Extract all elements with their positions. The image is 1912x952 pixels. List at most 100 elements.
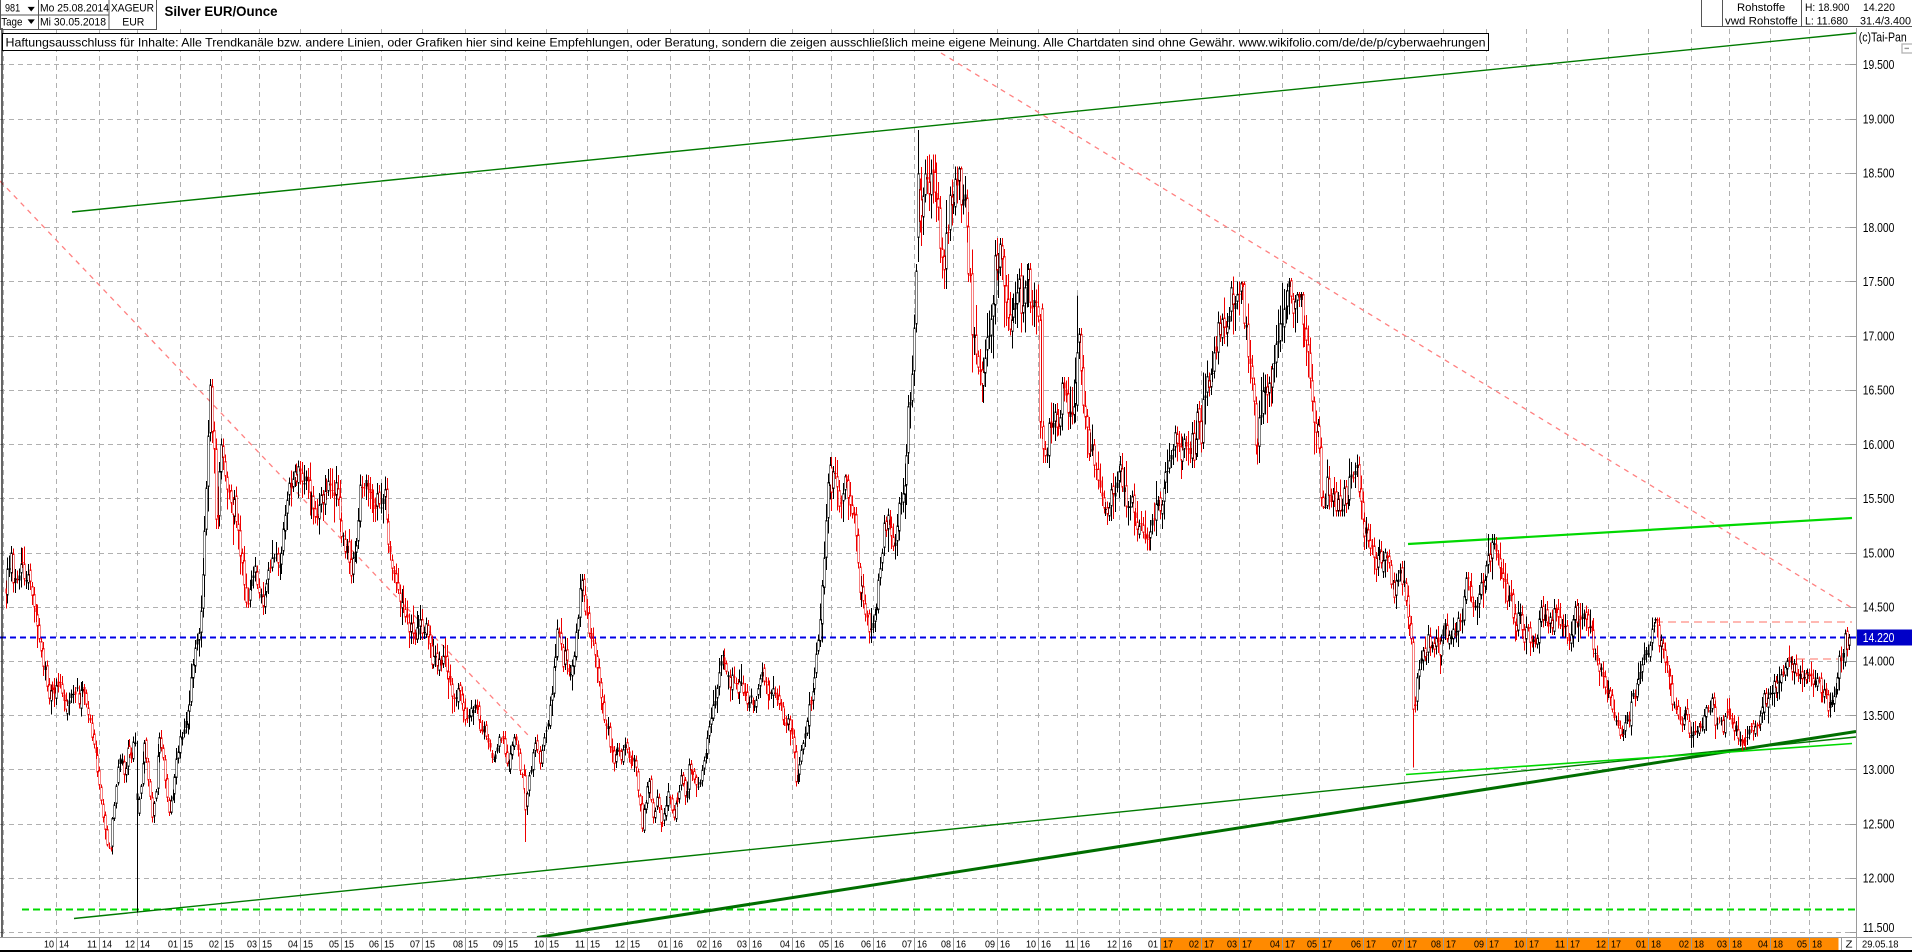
svg-text:15: 15 (303, 939, 313, 951)
svg-text:18: 18 (1694, 939, 1704, 951)
svg-text:15: 15 (344, 939, 354, 951)
svg-text:14.220: 14.220 (1863, 2, 1895, 14)
svg-text:09: 09 (1474, 939, 1484, 951)
svg-text:19.500: 19.500 (1863, 57, 1895, 72)
svg-text:14: 14 (59, 939, 69, 951)
svg-text:EUR: EUR (122, 17, 144, 29)
svg-text:17: 17 (1489, 939, 1499, 951)
svg-text:01: 01 (1148, 939, 1158, 951)
svg-text:14.500: 14.500 (1863, 600, 1895, 615)
svg-text:01: 01 (168, 939, 178, 951)
svg-text:01: 01 (1636, 939, 1646, 951)
svg-text:03: 03 (737, 939, 747, 951)
svg-text:15: 15 (183, 939, 193, 951)
svg-text:05: 05 (1797, 939, 1807, 951)
svg-text:14: 14 (102, 939, 112, 951)
svg-text:Z: Z (1846, 939, 1854, 951)
svg-text:17: 17 (1366, 939, 1376, 951)
svg-text:13.500: 13.500 (1863, 708, 1895, 723)
svg-text:14.220: 14.220 (1863, 630, 1895, 645)
svg-text:15: 15 (508, 939, 518, 951)
svg-text:17: 17 (1322, 939, 1332, 951)
svg-text:11: 11 (575, 939, 585, 951)
svg-text:(c)Tai-Pan: (c)Tai-Pan (1859, 31, 1907, 45)
svg-text:16: 16 (876, 939, 886, 951)
svg-text:15.500: 15.500 (1863, 491, 1895, 506)
svg-text:03: 03 (247, 939, 257, 951)
svg-text:12.000: 12.000 (1863, 871, 1895, 886)
svg-text:04: 04 (288, 939, 298, 951)
svg-text:15: 15 (262, 939, 272, 951)
svg-text:12.500: 12.500 (1863, 816, 1895, 831)
svg-text:11: 11 (1065, 939, 1075, 951)
svg-text:12: 12 (1596, 939, 1606, 951)
svg-text:09: 09 (985, 939, 995, 951)
svg-text:14.000: 14.000 (1863, 654, 1895, 669)
svg-text:10: 10 (44, 939, 54, 951)
svg-text:17: 17 (1529, 939, 1539, 951)
svg-text:17: 17 (1611, 939, 1621, 951)
svg-text:15: 15 (468, 939, 478, 951)
svg-text:16: 16 (834, 939, 844, 951)
svg-text:04: 04 (1270, 939, 1280, 951)
svg-text:02: 02 (209, 939, 219, 951)
svg-text:09: 09 (493, 939, 503, 951)
svg-text:18.500: 18.500 (1863, 166, 1895, 181)
svg-text:02: 02 (1679, 939, 1689, 951)
svg-text:05: 05 (329, 939, 339, 951)
svg-text:15: 15 (590, 939, 600, 951)
svg-text:15: 15 (630, 939, 640, 951)
svg-text:16: 16 (917, 939, 927, 951)
svg-text:12: 12 (615, 939, 625, 951)
svg-text:15: 15 (384, 939, 394, 951)
svg-text:Haftungsausschluss für Inhalte: Haftungsausschluss für Inhalte: Alle Tre… (6, 35, 1486, 49)
svg-text:H: 18.900: H: 18.900 (1805, 2, 1849, 14)
svg-text:08: 08 (1431, 939, 1441, 951)
svg-text:15: 15 (549, 939, 559, 951)
svg-text:15: 15 (425, 939, 435, 951)
svg-text:16.000: 16.000 (1863, 437, 1895, 452)
svg-text:981: 981 (5, 3, 20, 15)
svg-text:17: 17 (1285, 939, 1295, 951)
svg-text:18: 18 (1732, 939, 1742, 951)
svg-text:07: 07 (1392, 939, 1402, 951)
svg-text:29.05.18: 29.05.18 (1862, 939, 1899, 951)
svg-text:05: 05 (819, 939, 829, 951)
svg-text:07: 07 (902, 939, 912, 951)
svg-text:18: 18 (1812, 939, 1822, 951)
svg-text:11: 11 (87, 939, 97, 951)
svg-text:16: 16 (1122, 939, 1132, 951)
svg-text:16: 16 (752, 939, 762, 951)
svg-text:10: 10 (534, 939, 544, 951)
svg-text:08: 08 (941, 939, 951, 951)
svg-text:16: 16 (956, 939, 966, 951)
svg-text:Mo 25.08.2014: Mo 25.08.2014 (40, 3, 109, 15)
svg-text:19.000: 19.000 (1863, 111, 1895, 126)
svg-text:15: 15 (224, 939, 234, 951)
svg-text:17: 17 (1407, 939, 1417, 951)
svg-text:07: 07 (410, 939, 420, 951)
svg-text:10: 10 (1514, 939, 1524, 951)
svg-text:14: 14 (140, 939, 150, 951)
svg-text:Rohstoffe: Rohstoffe (1737, 2, 1785, 14)
svg-text:17: 17 (1204, 939, 1214, 951)
svg-text:04: 04 (780, 939, 790, 951)
svg-text:XAGEUR: XAGEUR (111, 3, 154, 15)
svg-text:18: 18 (1651, 939, 1661, 951)
svg-text:02: 02 (697, 939, 707, 951)
svg-text:17: 17 (1163, 939, 1173, 951)
svg-text:08: 08 (453, 939, 463, 951)
svg-text:16: 16 (1000, 939, 1010, 951)
svg-text:18: 18 (1773, 939, 1783, 951)
svg-text:Mi 30.05.2018: Mi 30.05.2018 (40, 17, 106, 29)
svg-text:06: 06 (369, 939, 379, 951)
svg-text:vwd Rohstoffe: vwd Rohstoffe (1725, 16, 1798, 28)
svg-text:17.500: 17.500 (1863, 274, 1895, 289)
svg-text:04: 04 (1758, 939, 1768, 951)
svg-text:Tage: Tage (1, 17, 22, 29)
svg-text:11.500: 11.500 (1863, 920, 1895, 935)
svg-text:06: 06 (1351, 939, 1361, 951)
svg-text:11: 11 (1555, 939, 1565, 951)
svg-text:L: 11.680: L: 11.680 (1805, 16, 1848, 28)
svg-text:01: 01 (658, 939, 668, 951)
